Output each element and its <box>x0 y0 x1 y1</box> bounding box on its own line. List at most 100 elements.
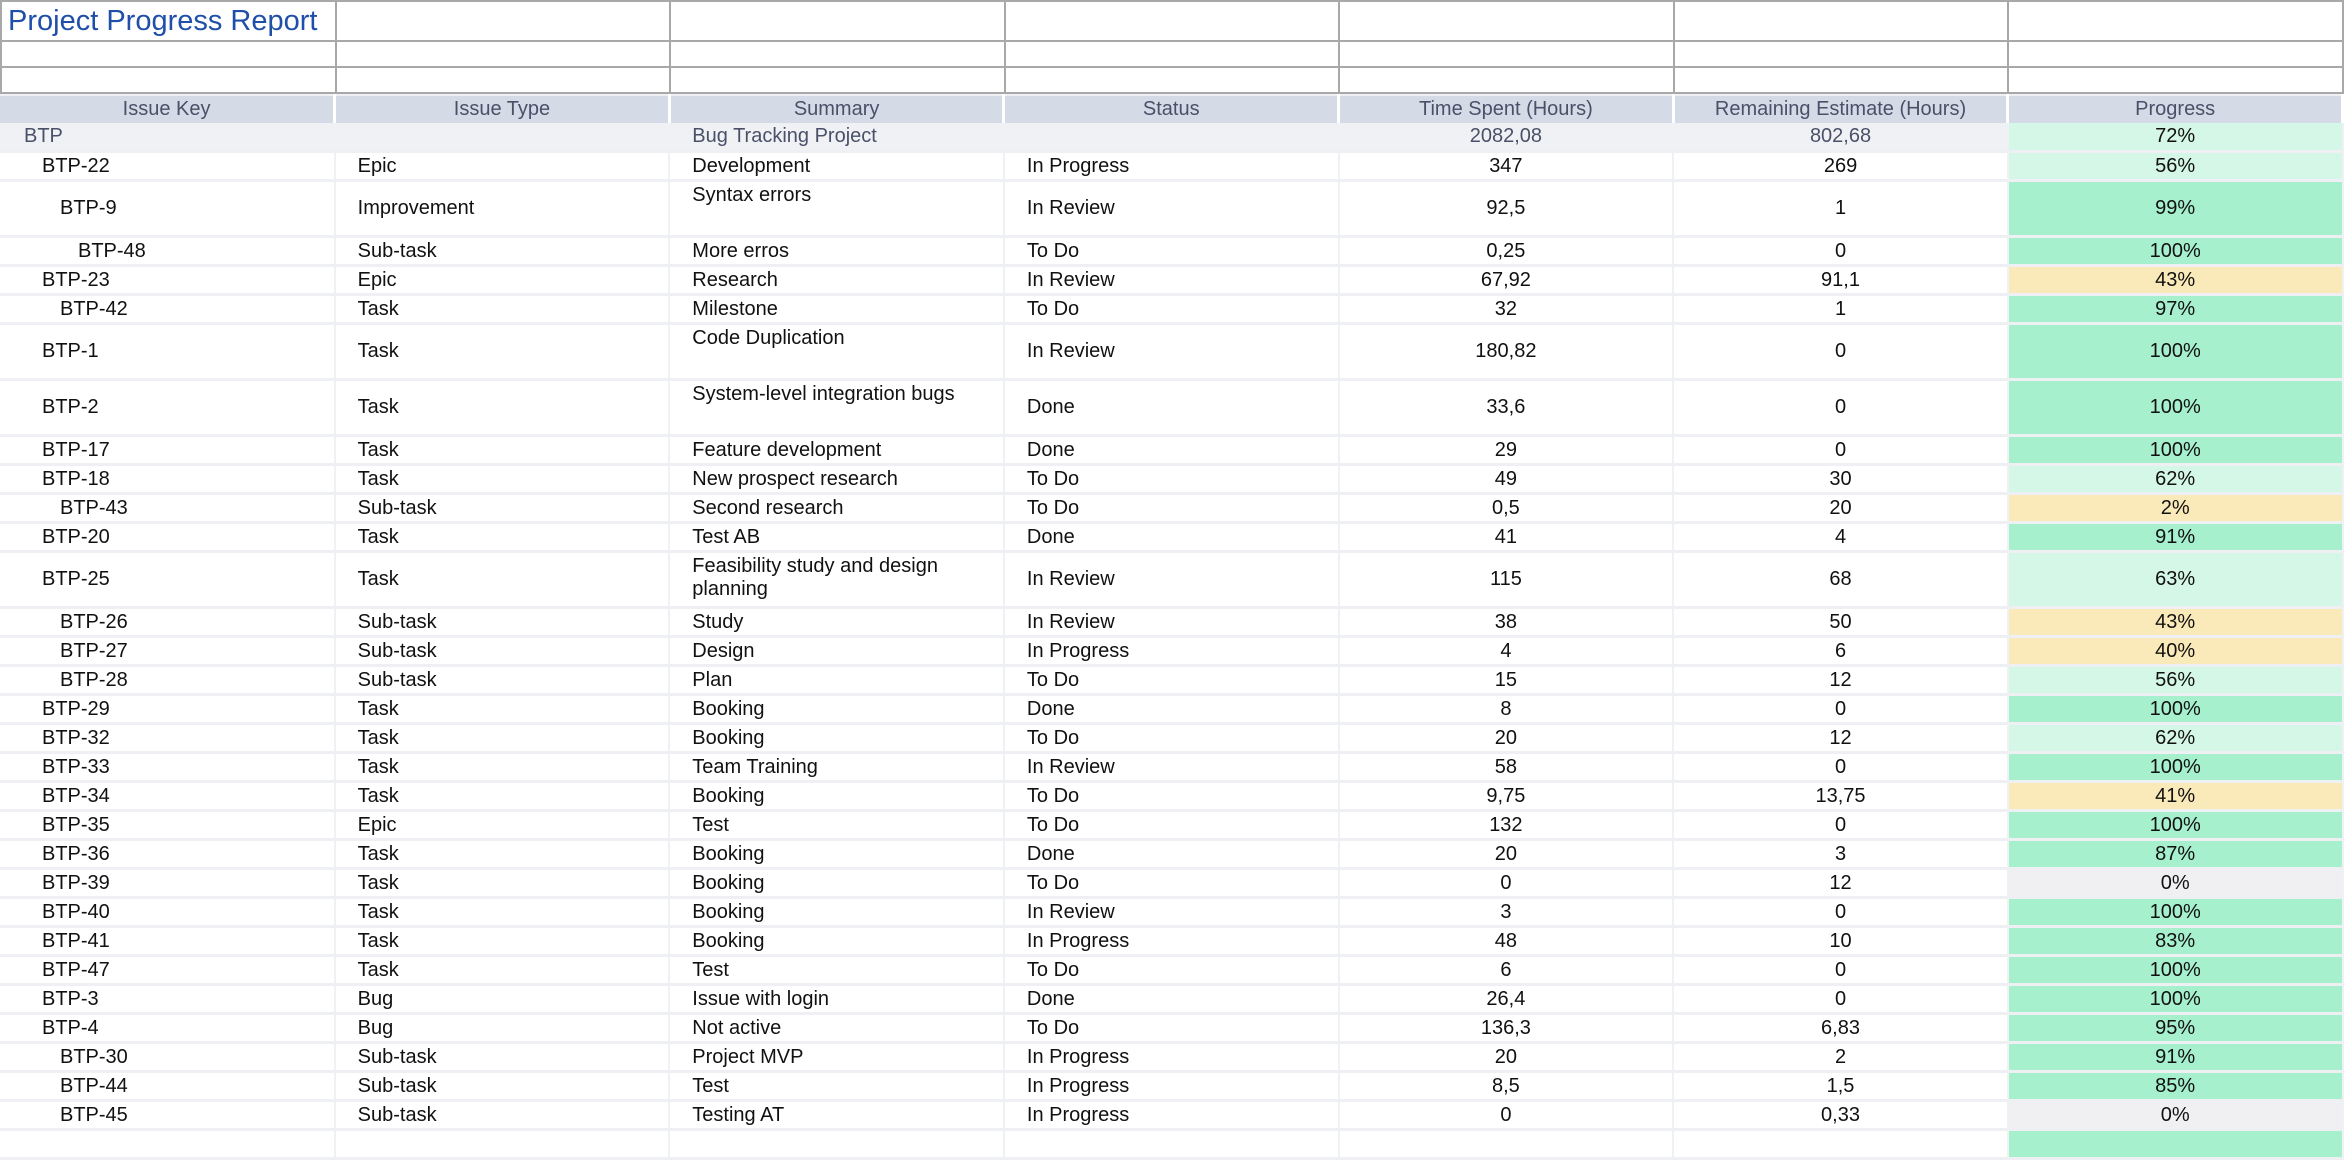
issue-type-cell[interactable]: Task <box>334 379 671 437</box>
issue-key-cell[interactable]: BTP-40 <box>0 897 336 928</box>
issue-key-cell[interactable]: BTP-36 <box>0 839 336 870</box>
time-spent-cell[interactable]: 0 <box>1338 868 1675 899</box>
time-spent-cell[interactable]: 32 <box>1338 294 1675 325</box>
empty-cell[interactable] <box>1338 40 1675 68</box>
summary-cell[interactable]: Booking <box>669 926 1005 957</box>
remaining-estimate-cell[interactable]: 50 <box>1673 607 2009 638</box>
progress-cell[interactable]: 83% <box>2007 926 2344 957</box>
issue-type-cell[interactable]: Task <box>334 294 671 325</box>
time-spent-cell[interactable]: 92,5 <box>1338 180 1675 238</box>
progress-cell[interactable]: 43% <box>2007 607 2344 638</box>
issue-type-cell[interactable]: Task <box>334 868 671 899</box>
issue-type-cell[interactable]: Sub-task <box>334 1100 671 1131</box>
progress-cell[interactable]: 2% <box>2007 493 2344 524</box>
issue-type-cell[interactable]: Epic <box>334 265 671 296</box>
progress-cell[interactable]: 95% <box>2007 1013 2344 1044</box>
issue-key-cell[interactable]: BTP-25 <box>0 551 336 609</box>
issue-key-cell[interactable]: BTP-42 <box>0 294 336 325</box>
project-time-spent[interactable]: 2082,08 <box>1338 123 1675 153</box>
time-spent-cell[interactable]: 180,82 <box>1338 323 1675 381</box>
issue-type-cell[interactable]: Task <box>334 694 671 725</box>
time-spent-cell[interactable]: 4 <box>1338 636 1675 667</box>
remaining-estimate-cell[interactable]: 0 <box>1673 810 2009 841</box>
empty-cell[interactable] <box>0 66 337 94</box>
issue-key-cell[interactable]: BTP-4 <box>0 1013 336 1044</box>
issue-type-cell[interactable]: Bug <box>334 1013 671 1044</box>
remaining-estimate-cell[interactable]: 0 <box>1673 379 2009 437</box>
status-cell[interactable]: To Do <box>1003 723 1340 754</box>
status-cell[interactable]: To Do <box>1003 493 1340 524</box>
project-remaining[interactable]: 802,68 <box>1673 123 2009 153</box>
issue-type-cell[interactable]: Sub-task <box>334 236 671 267</box>
status-cell[interactable]: To Do <box>1003 464 1340 495</box>
status-cell[interactable]: To Do <box>1003 955 1340 986</box>
time-spent-cell[interactable]: 136,3 <box>1338 1013 1675 1044</box>
issue-type-cell[interactable]: Task <box>334 522 671 553</box>
status-cell[interactable]: To Do <box>1003 810 1340 841</box>
status-cell[interactable]: Done <box>1003 522 1340 553</box>
summary-cell[interactable]: Booking <box>669 694 1005 725</box>
status-cell[interactable]: In Review <box>1003 180 1340 238</box>
empty-cell[interactable] <box>1003 40 1341 68</box>
time-spent-cell[interactable]: 26,4 <box>1338 984 1675 1015</box>
time-spent-cell[interactable]: 8 <box>1338 694 1675 725</box>
issue-key-cell[interactable]: BTP-1 <box>0 323 336 381</box>
issue-type-cell[interactable]: Sub-task <box>334 636 671 667</box>
time-spent-cell[interactable]: 41 <box>1338 522 1675 553</box>
column-header-time-spent[interactable]: Time Spent (Hours) <box>1338 94 1675 123</box>
empty-cell[interactable] <box>2007 0 2344 42</box>
issue-key-cell[interactable]: BTP-35 <box>0 810 336 841</box>
remaining-estimate-cell[interactable]: 0 <box>1673 752 2009 783</box>
empty-cell[interactable] <box>1672 0 2010 42</box>
status-cell[interactable]: In Progress <box>1003 151 1340 182</box>
time-spent-cell[interactable]: 6 <box>1338 955 1675 986</box>
progress-cell[interactable]: 56% <box>2007 665 2344 696</box>
progress-cell[interactable]: 99% <box>2007 180 2344 238</box>
time-spent-cell[interactable]: 49 <box>1338 464 1675 495</box>
time-spent-cell[interactable]: 20 <box>1338 723 1675 754</box>
time-spent-cell[interactable]: 20 <box>1338 1042 1675 1073</box>
issue-type-cell[interactable]: Task <box>334 781 671 812</box>
status-cell[interactable]: In Progress <box>1003 1071 1340 1102</box>
issue-type-cell[interactable]: Sub-task <box>334 1042 671 1073</box>
status-cell[interactable]: In Review <box>1003 551 1340 609</box>
empty-cell[interactable] <box>2007 40 2344 68</box>
remaining-estimate-cell[interactable]: 10 <box>1673 926 2009 957</box>
empty-cell[interactable] <box>1338 66 1675 94</box>
issue-key-cell[interactable]: BTP-33 <box>0 752 336 783</box>
issue-key-cell[interactable]: BTP-17 <box>0 435 336 466</box>
empty-cell[interactable] <box>1338 1129 1675 1160</box>
status-cell[interactable]: In Review <box>1003 323 1340 381</box>
status-cell[interactable]: Done <box>1003 379 1340 437</box>
empty-cell[interactable] <box>669 40 1006 68</box>
summary-cell[interactable]: Booking <box>669 839 1005 870</box>
issue-key-cell[interactable]: BTP-18 <box>0 464 336 495</box>
remaining-estimate-cell[interactable]: 3 <box>1673 839 2009 870</box>
progress-cell[interactable]: 100% <box>2007 379 2344 437</box>
summary-cell[interactable]: Study <box>669 607 1005 638</box>
column-header-issue-type[interactable]: Issue Type <box>334 94 671 123</box>
empty-cell[interactable] <box>334 40 672 68</box>
progress-cell[interactable]: 62% <box>2007 464 2344 495</box>
time-spent-cell[interactable]: 132 <box>1338 810 1675 841</box>
remaining-estimate-cell[interactable]: 0,33 <box>1673 1100 2009 1131</box>
summary-cell[interactable]: System-level integration bugs <box>669 379 1005 437</box>
progress-cell[interactable]: 0% <box>2007 1100 2344 1131</box>
status-cell[interactable]: To Do <box>1003 781 1340 812</box>
time-spent-cell[interactable]: 33,6 <box>1338 379 1675 437</box>
time-spent-cell[interactable]: 8,5 <box>1338 1071 1675 1102</box>
status-cell[interactable]: Done <box>1003 839 1340 870</box>
issue-key-cell[interactable]: BTP-3 <box>0 984 336 1015</box>
time-spent-cell[interactable]: 38 <box>1338 607 1675 638</box>
summary-cell[interactable]: Plan <box>669 665 1005 696</box>
progress-cell[interactable]: 100% <box>2007 694 2344 725</box>
remaining-estimate-cell[interactable]: 1,5 <box>1673 1071 2009 1102</box>
progress-cell[interactable]: 41% <box>2007 781 2344 812</box>
summary-cell[interactable]: Feasibility study and design planning <box>669 551 1005 609</box>
status-cell[interactable]: In Progress <box>1003 1100 1340 1131</box>
progress-cell[interactable]: 100% <box>2007 752 2344 783</box>
summary-cell[interactable]: Code Duplication <box>669 323 1005 381</box>
summary-cell[interactable]: Test AB <box>669 522 1005 553</box>
summary-cell[interactable]: Not active <box>669 1013 1005 1044</box>
issue-key-cell[interactable]: BTP-27 <box>0 636 336 667</box>
